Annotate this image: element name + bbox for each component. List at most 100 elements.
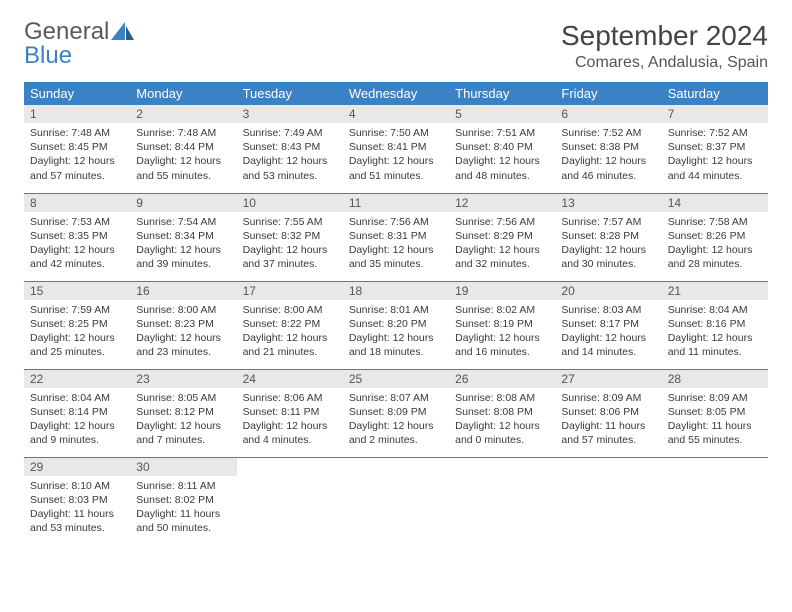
calendar-cell: 24Sunrise: 8:06 AMSunset: 8:11 PMDayligh… — [237, 369, 343, 457]
day-body: Sunrise: 8:09 AMSunset: 8:06 PMDaylight:… — [555, 388, 661, 452]
day-body: Sunrise: 8:10 AMSunset: 8:03 PMDaylight:… — [24, 476, 130, 540]
day-body: Sunrise: 8:06 AMSunset: 8:11 PMDaylight:… — [237, 388, 343, 452]
day-number: 27 — [555, 370, 661, 388]
calendar-cell: 10Sunrise: 7:55 AMSunset: 8:32 PMDayligh… — [237, 193, 343, 281]
day-number: 12 — [449, 194, 555, 212]
calendar-row: 1Sunrise: 7:48 AMSunset: 8:45 PMDaylight… — [24, 105, 768, 193]
calendar-head: SundayMondayTuesdayWednesdayThursdayFrid… — [24, 82, 768, 105]
calendar-cell: 15Sunrise: 7:59 AMSunset: 8:25 PMDayligh… — [24, 281, 130, 369]
day-number: 7 — [662, 105, 768, 123]
calendar-cell — [449, 457, 555, 545]
calendar-cell: 3Sunrise: 7:49 AMSunset: 8:43 PMDaylight… — [237, 105, 343, 193]
day-number: 14 — [662, 194, 768, 212]
day-body: Sunrise: 8:09 AMSunset: 8:05 PMDaylight:… — [662, 388, 768, 452]
day-body: Sunrise: 8:07 AMSunset: 8:09 PMDaylight:… — [343, 388, 449, 452]
logo-word-1: General — [24, 18, 109, 45]
weekday-header: Monday — [130, 82, 236, 105]
calendar-cell: 9Sunrise: 7:54 AMSunset: 8:34 PMDaylight… — [130, 193, 236, 281]
day-number: 6 — [555, 105, 661, 123]
calendar-cell — [662, 457, 768, 545]
day-body: Sunrise: 7:51 AMSunset: 8:40 PMDaylight:… — [449, 123, 555, 187]
day-body: Sunrise: 8:02 AMSunset: 8:19 PMDaylight:… — [449, 300, 555, 364]
day-body: Sunrise: 7:49 AMSunset: 8:43 PMDaylight:… — [237, 123, 343, 187]
day-number: 3 — [237, 105, 343, 123]
day-number: 9 — [130, 194, 236, 212]
day-body: Sunrise: 8:01 AMSunset: 8:20 PMDaylight:… — [343, 300, 449, 364]
calendar-cell: 16Sunrise: 8:00 AMSunset: 8:23 PMDayligh… — [130, 281, 236, 369]
calendar-cell: 6Sunrise: 7:52 AMSunset: 8:38 PMDaylight… — [555, 105, 661, 193]
day-number: 30 — [130, 458, 236, 476]
calendar-row: 15Sunrise: 7:59 AMSunset: 8:25 PMDayligh… — [24, 281, 768, 369]
calendar-cell: 25Sunrise: 8:07 AMSunset: 8:09 PMDayligh… — [343, 369, 449, 457]
day-body: Sunrise: 8:11 AMSunset: 8:02 PMDaylight:… — [130, 476, 236, 540]
day-number: 29 — [24, 458, 130, 476]
day-body: Sunrise: 8:04 AMSunset: 8:16 PMDaylight:… — [662, 300, 768, 364]
day-body: Sunrise: 7:48 AMSunset: 8:45 PMDaylight:… — [24, 123, 130, 187]
day-number: 2 — [130, 105, 236, 123]
calendar-cell: 28Sunrise: 8:09 AMSunset: 8:05 PMDayligh… — [662, 369, 768, 457]
calendar-row: 22Sunrise: 8:04 AMSunset: 8:14 PMDayligh… — [24, 369, 768, 457]
weekday-header: Tuesday — [237, 82, 343, 105]
day-body: Sunrise: 7:54 AMSunset: 8:34 PMDaylight:… — [130, 212, 236, 276]
calendar-cell: 18Sunrise: 8:01 AMSunset: 8:20 PMDayligh… — [343, 281, 449, 369]
day-number: 10 — [237, 194, 343, 212]
day-number: 5 — [449, 105, 555, 123]
day-number: 11 — [343, 194, 449, 212]
day-body: Sunrise: 8:00 AMSunset: 8:23 PMDaylight:… — [130, 300, 236, 364]
calendar-cell: 12Sunrise: 7:56 AMSunset: 8:29 PMDayligh… — [449, 193, 555, 281]
calendar-cell: 22Sunrise: 8:04 AMSunset: 8:14 PMDayligh… — [24, 369, 130, 457]
day-body: Sunrise: 8:08 AMSunset: 8:08 PMDaylight:… — [449, 388, 555, 452]
calendar-cell: 14Sunrise: 7:58 AMSunset: 8:26 PMDayligh… — [662, 193, 768, 281]
day-number: 15 — [24, 282, 130, 300]
calendar-row: 8Sunrise: 7:53 AMSunset: 8:35 PMDaylight… — [24, 193, 768, 281]
weekday-header: Wednesday — [343, 82, 449, 105]
day-number: 21 — [662, 282, 768, 300]
day-body: Sunrise: 7:58 AMSunset: 8:26 PMDaylight:… — [662, 212, 768, 276]
day-number: 16 — [130, 282, 236, 300]
calendar-cell: 21Sunrise: 8:04 AMSunset: 8:16 PMDayligh… — [662, 281, 768, 369]
calendar-cell — [237, 457, 343, 545]
day-body: Sunrise: 7:53 AMSunset: 8:35 PMDaylight:… — [24, 212, 130, 276]
month-title: September 2024 — [561, 20, 768, 52]
day-body: Sunrise: 7:59 AMSunset: 8:25 PMDaylight:… — [24, 300, 130, 364]
title-block: September 2024 Comares, Andalusia, Spain — [561, 20, 768, 72]
day-body: Sunrise: 7:48 AMSunset: 8:44 PMDaylight:… — [130, 123, 236, 187]
calendar-cell: 5Sunrise: 7:51 AMSunset: 8:40 PMDaylight… — [449, 105, 555, 193]
location: Comares, Andalusia, Spain — [561, 54, 768, 72]
logo: General Blue — [24, 20, 135, 68]
day-number: 8 — [24, 194, 130, 212]
day-body: Sunrise: 8:04 AMSunset: 8:14 PMDaylight:… — [24, 388, 130, 452]
calendar: SundayMondayTuesdayWednesdayThursdayFrid… — [24, 82, 768, 545]
day-number: 24 — [237, 370, 343, 388]
calendar-cell: 23Sunrise: 8:05 AMSunset: 8:12 PMDayligh… — [130, 369, 236, 457]
day-number: 22 — [24, 370, 130, 388]
weekday-header: Thursday — [449, 82, 555, 105]
day-number: 1 — [24, 105, 130, 123]
calendar-cell: 27Sunrise: 8:09 AMSunset: 8:06 PMDayligh… — [555, 369, 661, 457]
day-body: Sunrise: 8:05 AMSunset: 8:12 PMDaylight:… — [130, 388, 236, 452]
calendar-cell: 7Sunrise: 7:52 AMSunset: 8:37 PMDaylight… — [662, 105, 768, 193]
weekday-header: Saturday — [662, 82, 768, 105]
day-number: 13 — [555, 194, 661, 212]
calendar-cell: 29Sunrise: 8:10 AMSunset: 8:03 PMDayligh… — [24, 457, 130, 545]
day-body: Sunrise: 7:57 AMSunset: 8:28 PMDaylight:… — [555, 212, 661, 276]
calendar-cell: 11Sunrise: 7:56 AMSunset: 8:31 PMDayligh… — [343, 193, 449, 281]
calendar-cell: 26Sunrise: 8:08 AMSunset: 8:08 PMDayligh… — [449, 369, 555, 457]
day-number: 26 — [449, 370, 555, 388]
calendar-body: 1Sunrise: 7:48 AMSunset: 8:45 PMDaylight… — [24, 105, 768, 545]
day-body: Sunrise: 8:00 AMSunset: 8:22 PMDaylight:… — [237, 300, 343, 364]
calendar-cell: 19Sunrise: 8:02 AMSunset: 8:19 PMDayligh… — [449, 281, 555, 369]
calendar-cell: 8Sunrise: 7:53 AMSunset: 8:35 PMDaylight… — [24, 193, 130, 281]
day-number: 18 — [343, 282, 449, 300]
day-number: 20 — [555, 282, 661, 300]
calendar-cell — [343, 457, 449, 545]
day-number: 19 — [449, 282, 555, 300]
day-body: Sunrise: 8:03 AMSunset: 8:17 PMDaylight:… — [555, 300, 661, 364]
header: General Blue September 2024 Comares, And… — [24, 20, 768, 72]
day-body: Sunrise: 7:55 AMSunset: 8:32 PMDaylight:… — [237, 212, 343, 276]
day-body: Sunrise: 7:52 AMSunset: 8:37 PMDaylight:… — [662, 123, 768, 187]
calendar-cell: 17Sunrise: 8:00 AMSunset: 8:22 PMDayligh… — [237, 281, 343, 369]
logo-word-2: Blue — [24, 42, 72, 69]
calendar-cell: 1Sunrise: 7:48 AMSunset: 8:45 PMDaylight… — [24, 105, 130, 193]
calendar-cell: 13Sunrise: 7:57 AMSunset: 8:28 PMDayligh… — [555, 193, 661, 281]
